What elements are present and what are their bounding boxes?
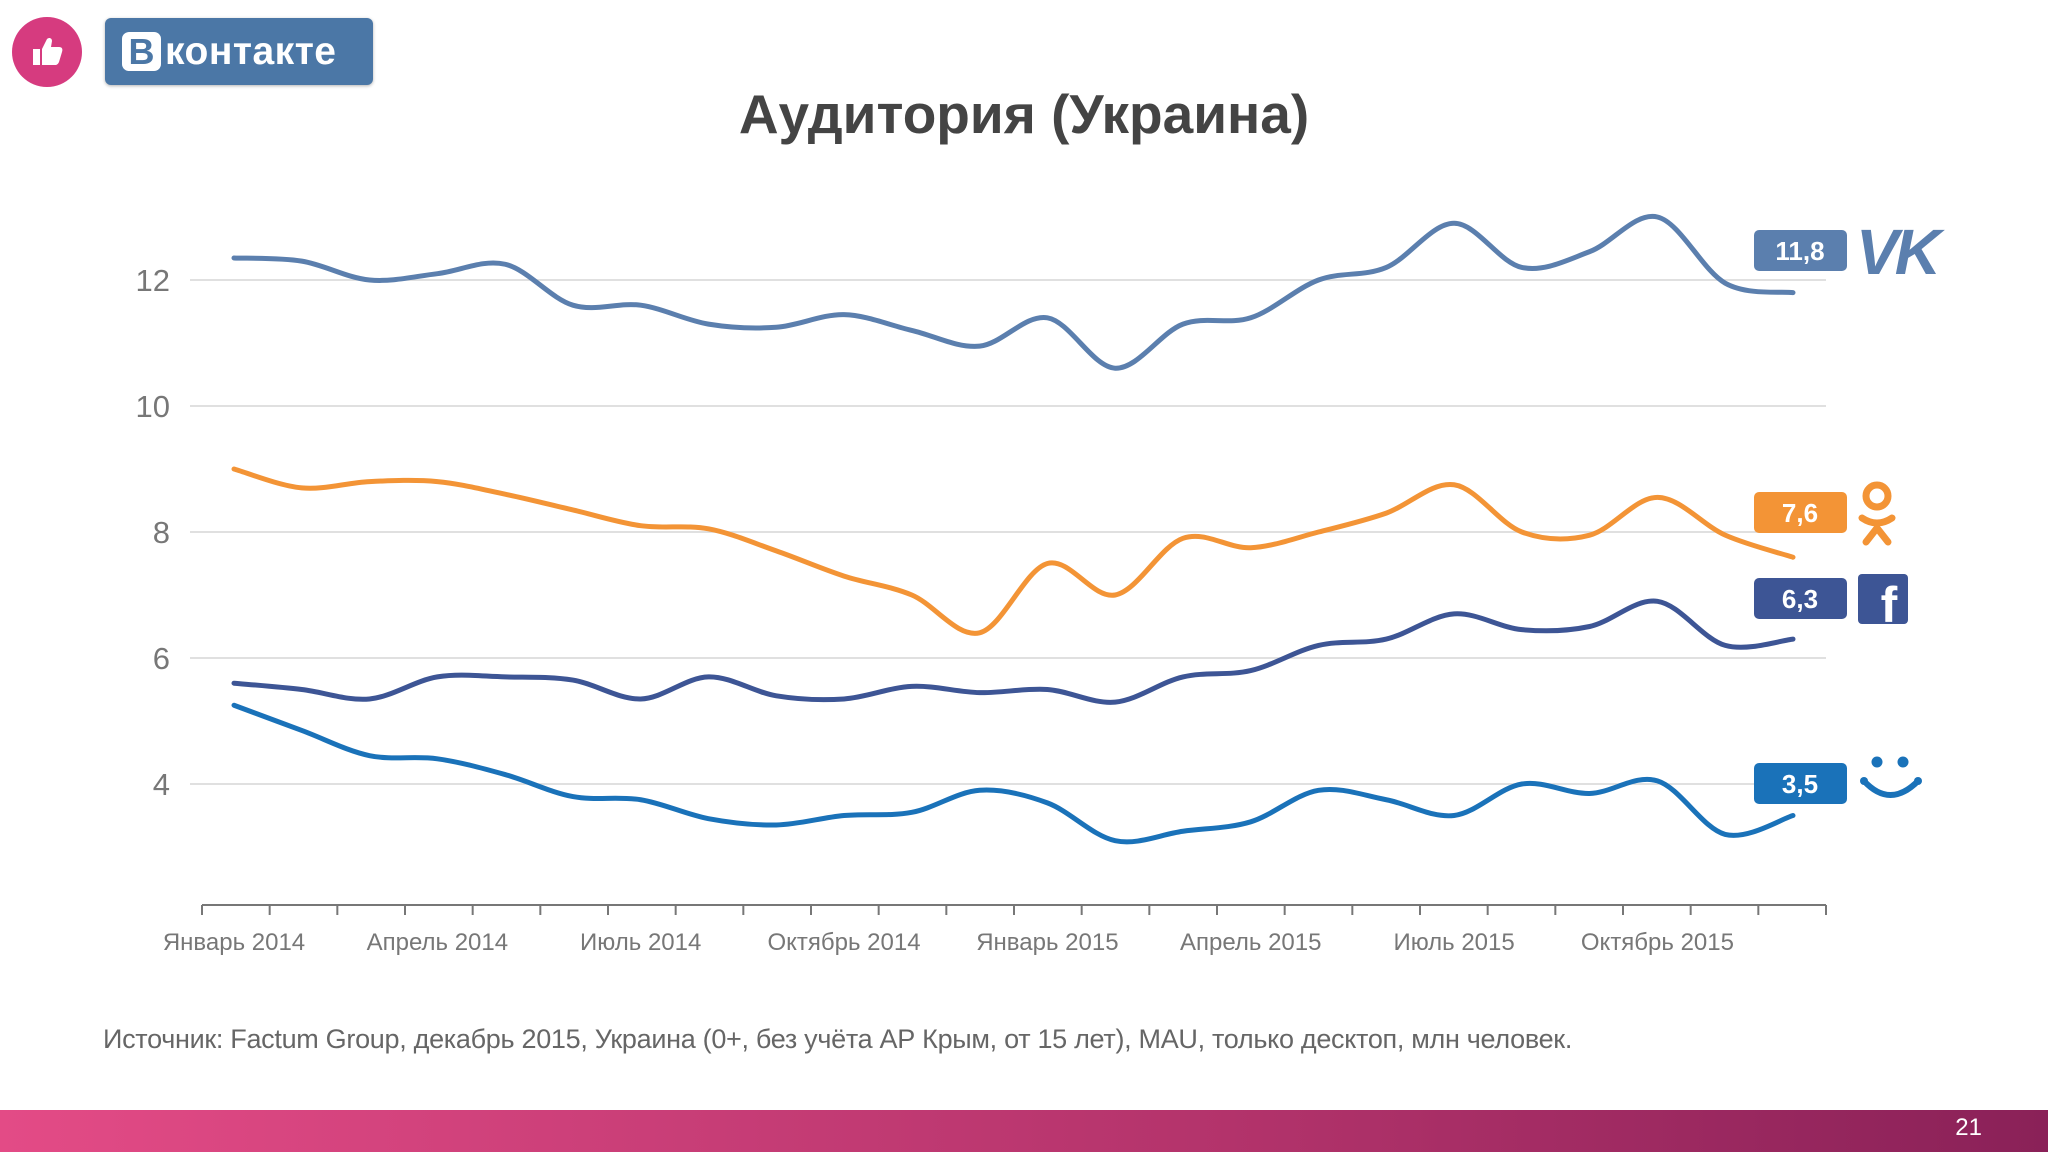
ok-logo-icon xyxy=(1858,481,1896,546)
end-label-value: 6,3 xyxy=(1782,584,1818,614)
end-label-value: 7,6 xyxy=(1782,498,1818,528)
y-tick-label: 12 xyxy=(136,263,170,298)
end-label-value: 11,8 xyxy=(1775,236,1824,266)
x-tick-label: Октябрь 2014 xyxy=(767,929,920,956)
vkontakte-logo: B контакте xyxy=(105,18,373,85)
series-line xyxy=(231,213,1796,371)
ok-legs xyxy=(1862,524,1892,546)
moimir-logo-icon xyxy=(1860,756,1922,798)
y-tick-label: 10 xyxy=(136,389,170,424)
fb-letter: f xyxy=(1881,577,1898,633)
y-tick-label: 4 xyxy=(153,767,170,802)
end-label-box xyxy=(1754,578,1847,619)
footer-bar xyxy=(0,1110,2048,1152)
ok-head xyxy=(1862,481,1892,511)
fb-square xyxy=(1858,574,1908,624)
vk-logo-glyph: VK xyxy=(1856,216,1946,288)
end-label-box xyxy=(1754,492,1847,533)
mm-smile xyxy=(1861,778,1921,798)
mm-eye-right xyxy=(1897,756,1909,768)
end-label-box xyxy=(1754,763,1847,804)
x-tick-label: Июль 2014 xyxy=(580,929,701,956)
vk-logo-icon: VK xyxy=(1856,216,1950,288)
mm-eye-left xyxy=(1871,756,1883,768)
x-tick-label: Январь 2015 xyxy=(976,929,1118,956)
x-tick-label: Апрель 2014 xyxy=(367,929,508,956)
thumbs-up-logo xyxy=(12,17,82,87)
source-note: Источник: Factum Group, декабрь 2015, Ук… xyxy=(103,1024,1573,1054)
end-label-value: 3,5 xyxy=(1782,769,1818,799)
series-line xyxy=(231,598,1796,705)
vk-logo-text: контакте xyxy=(165,29,337,73)
series-line xyxy=(231,702,1796,845)
x-tick-label: Апрель 2015 xyxy=(1180,929,1321,956)
facebook-logo-icon: f xyxy=(1858,574,1908,633)
thumbs-up-icon xyxy=(33,37,63,65)
series-line xyxy=(231,466,1796,636)
vk-logo-letter: B xyxy=(122,32,161,71)
mm-cheek-left xyxy=(1860,777,1868,785)
end-label-box xyxy=(1754,230,1847,271)
y-tick-label: 8 xyxy=(153,515,170,550)
x-tick-label: Январь 2014 xyxy=(163,929,305,956)
page-number: 21 xyxy=(1955,1114,1982,1141)
slide-title: Аудитория (Украина) xyxy=(738,83,1310,145)
x-tick-label: Октябрь 2015 xyxy=(1581,929,1734,956)
ok-arms xyxy=(1858,514,1896,527)
series-end-label: 7,6 xyxy=(1754,492,1847,533)
x-tick-label: Июль 2015 xyxy=(1393,929,1514,956)
mm-cheek-right xyxy=(1914,777,1922,785)
series-end-label: 11,8 xyxy=(1754,230,1847,271)
y-tick-label: 6 xyxy=(153,641,170,676)
series-end-label: 6,3 xyxy=(1754,578,1847,619)
series-end-label: 3,5 xyxy=(1754,763,1847,804)
